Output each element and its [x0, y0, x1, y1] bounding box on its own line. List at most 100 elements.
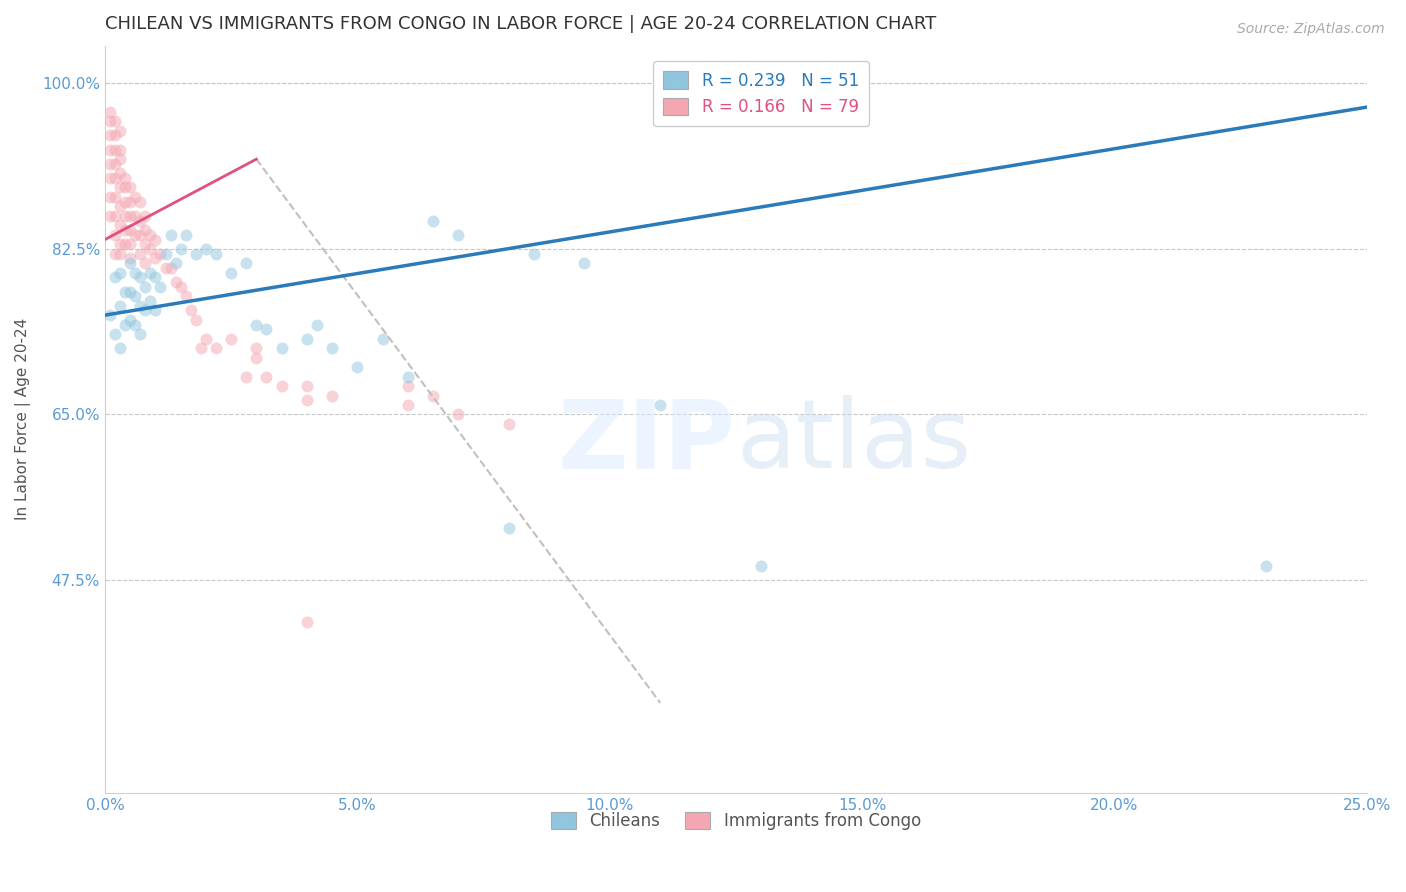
- Point: [114, 237, 136, 252]
- Legend: Chileans, Immigrants from Congo: Chileans, Immigrants from Congo: [544, 805, 928, 837]
- Point: [120, 237, 142, 252]
- Point: [98, 157, 121, 171]
- Point: [174, 289, 197, 303]
- Point: [205, 341, 228, 355]
- Point: [305, 318, 328, 332]
- Point: [120, 223, 142, 237]
- Point: [120, 256, 142, 270]
- Point: [235, 369, 257, 384]
- Point: [104, 157, 127, 171]
- Point: [139, 266, 162, 280]
- Point: [108, 219, 131, 233]
- Point: [120, 194, 142, 209]
- Point: [139, 242, 162, 256]
- Point: [124, 190, 146, 204]
- Point: [108, 143, 131, 157]
- Point: [245, 351, 267, 365]
- Point: [124, 289, 146, 303]
- Point: [114, 180, 136, 194]
- Point: [371, 332, 394, 346]
- Point: [114, 285, 136, 299]
- Point: [124, 227, 146, 242]
- Point: [98, 308, 121, 322]
- Point: [124, 209, 146, 223]
- Point: [104, 327, 127, 342]
- Point: [170, 280, 193, 294]
- Point: [270, 379, 292, 393]
- Point: [120, 313, 142, 327]
- Point: [523, 246, 546, 260]
- Point: [145, 252, 167, 266]
- Point: [134, 303, 156, 318]
- Point: [159, 260, 181, 275]
- Point: [114, 209, 136, 223]
- Point: [134, 209, 156, 223]
- Point: [108, 341, 131, 355]
- Point: [256, 322, 278, 336]
- Point: [149, 280, 172, 294]
- Point: [245, 318, 267, 332]
- Point: [108, 266, 131, 280]
- Point: [650, 398, 672, 412]
- Point: [235, 256, 257, 270]
- Point: [98, 104, 121, 119]
- Point: [498, 417, 520, 431]
- Point: [98, 128, 121, 143]
- Point: [170, 242, 193, 256]
- Point: [98, 209, 121, 223]
- Point: [104, 190, 127, 204]
- Point: [396, 369, 419, 384]
- Y-axis label: In Labor Force | Age 20-24: In Labor Force | Age 20-24: [15, 318, 31, 520]
- Point: [120, 209, 142, 223]
- Point: [145, 270, 167, 285]
- Point: [270, 341, 292, 355]
- Point: [749, 558, 772, 573]
- Point: [295, 332, 318, 346]
- Point: [98, 190, 121, 204]
- Point: [120, 285, 142, 299]
- Point: [134, 223, 156, 237]
- Point: [174, 227, 197, 242]
- Point: [104, 227, 127, 242]
- Point: [396, 398, 419, 412]
- Point: [145, 233, 167, 247]
- Text: Source: ZipAtlas.com: Source: ZipAtlas.com: [1237, 22, 1385, 37]
- Point: [346, 360, 368, 375]
- Point: [1254, 558, 1277, 573]
- Point: [129, 227, 152, 242]
- Point: [155, 260, 177, 275]
- Point: [108, 152, 131, 166]
- Point: [295, 393, 318, 408]
- Point: [129, 194, 152, 209]
- Point: [120, 180, 142, 194]
- Point: [114, 194, 136, 209]
- Point: [129, 327, 152, 342]
- Point: [104, 128, 127, 143]
- Point: [108, 124, 131, 138]
- Text: CHILEAN VS IMMIGRANTS FROM CONGO IN LABOR FORCE | AGE 20-24 CORRELATION CHART: CHILEAN VS IMMIGRANTS FROM CONGO IN LABO…: [105, 15, 936, 33]
- Text: atlas: atlas: [735, 395, 972, 488]
- Point: [194, 242, 217, 256]
- Point: [104, 114, 127, 128]
- Point: [124, 266, 146, 280]
- Point: [129, 213, 152, 227]
- Point: [104, 270, 127, 285]
- Point: [321, 388, 343, 402]
- Point: [139, 293, 162, 308]
- Point: [139, 227, 162, 242]
- Point: [574, 256, 596, 270]
- Point: [104, 246, 127, 260]
- Point: [184, 246, 207, 260]
- Point: [447, 227, 470, 242]
- Point: [114, 171, 136, 186]
- Point: [134, 256, 156, 270]
- Point: [108, 299, 131, 313]
- Point: [219, 266, 242, 280]
- Point: [120, 252, 142, 266]
- Point: [114, 318, 136, 332]
- Point: [108, 199, 131, 213]
- Point: [104, 143, 127, 157]
- Point: [124, 318, 146, 332]
- Point: [98, 114, 121, 128]
- Point: [256, 369, 278, 384]
